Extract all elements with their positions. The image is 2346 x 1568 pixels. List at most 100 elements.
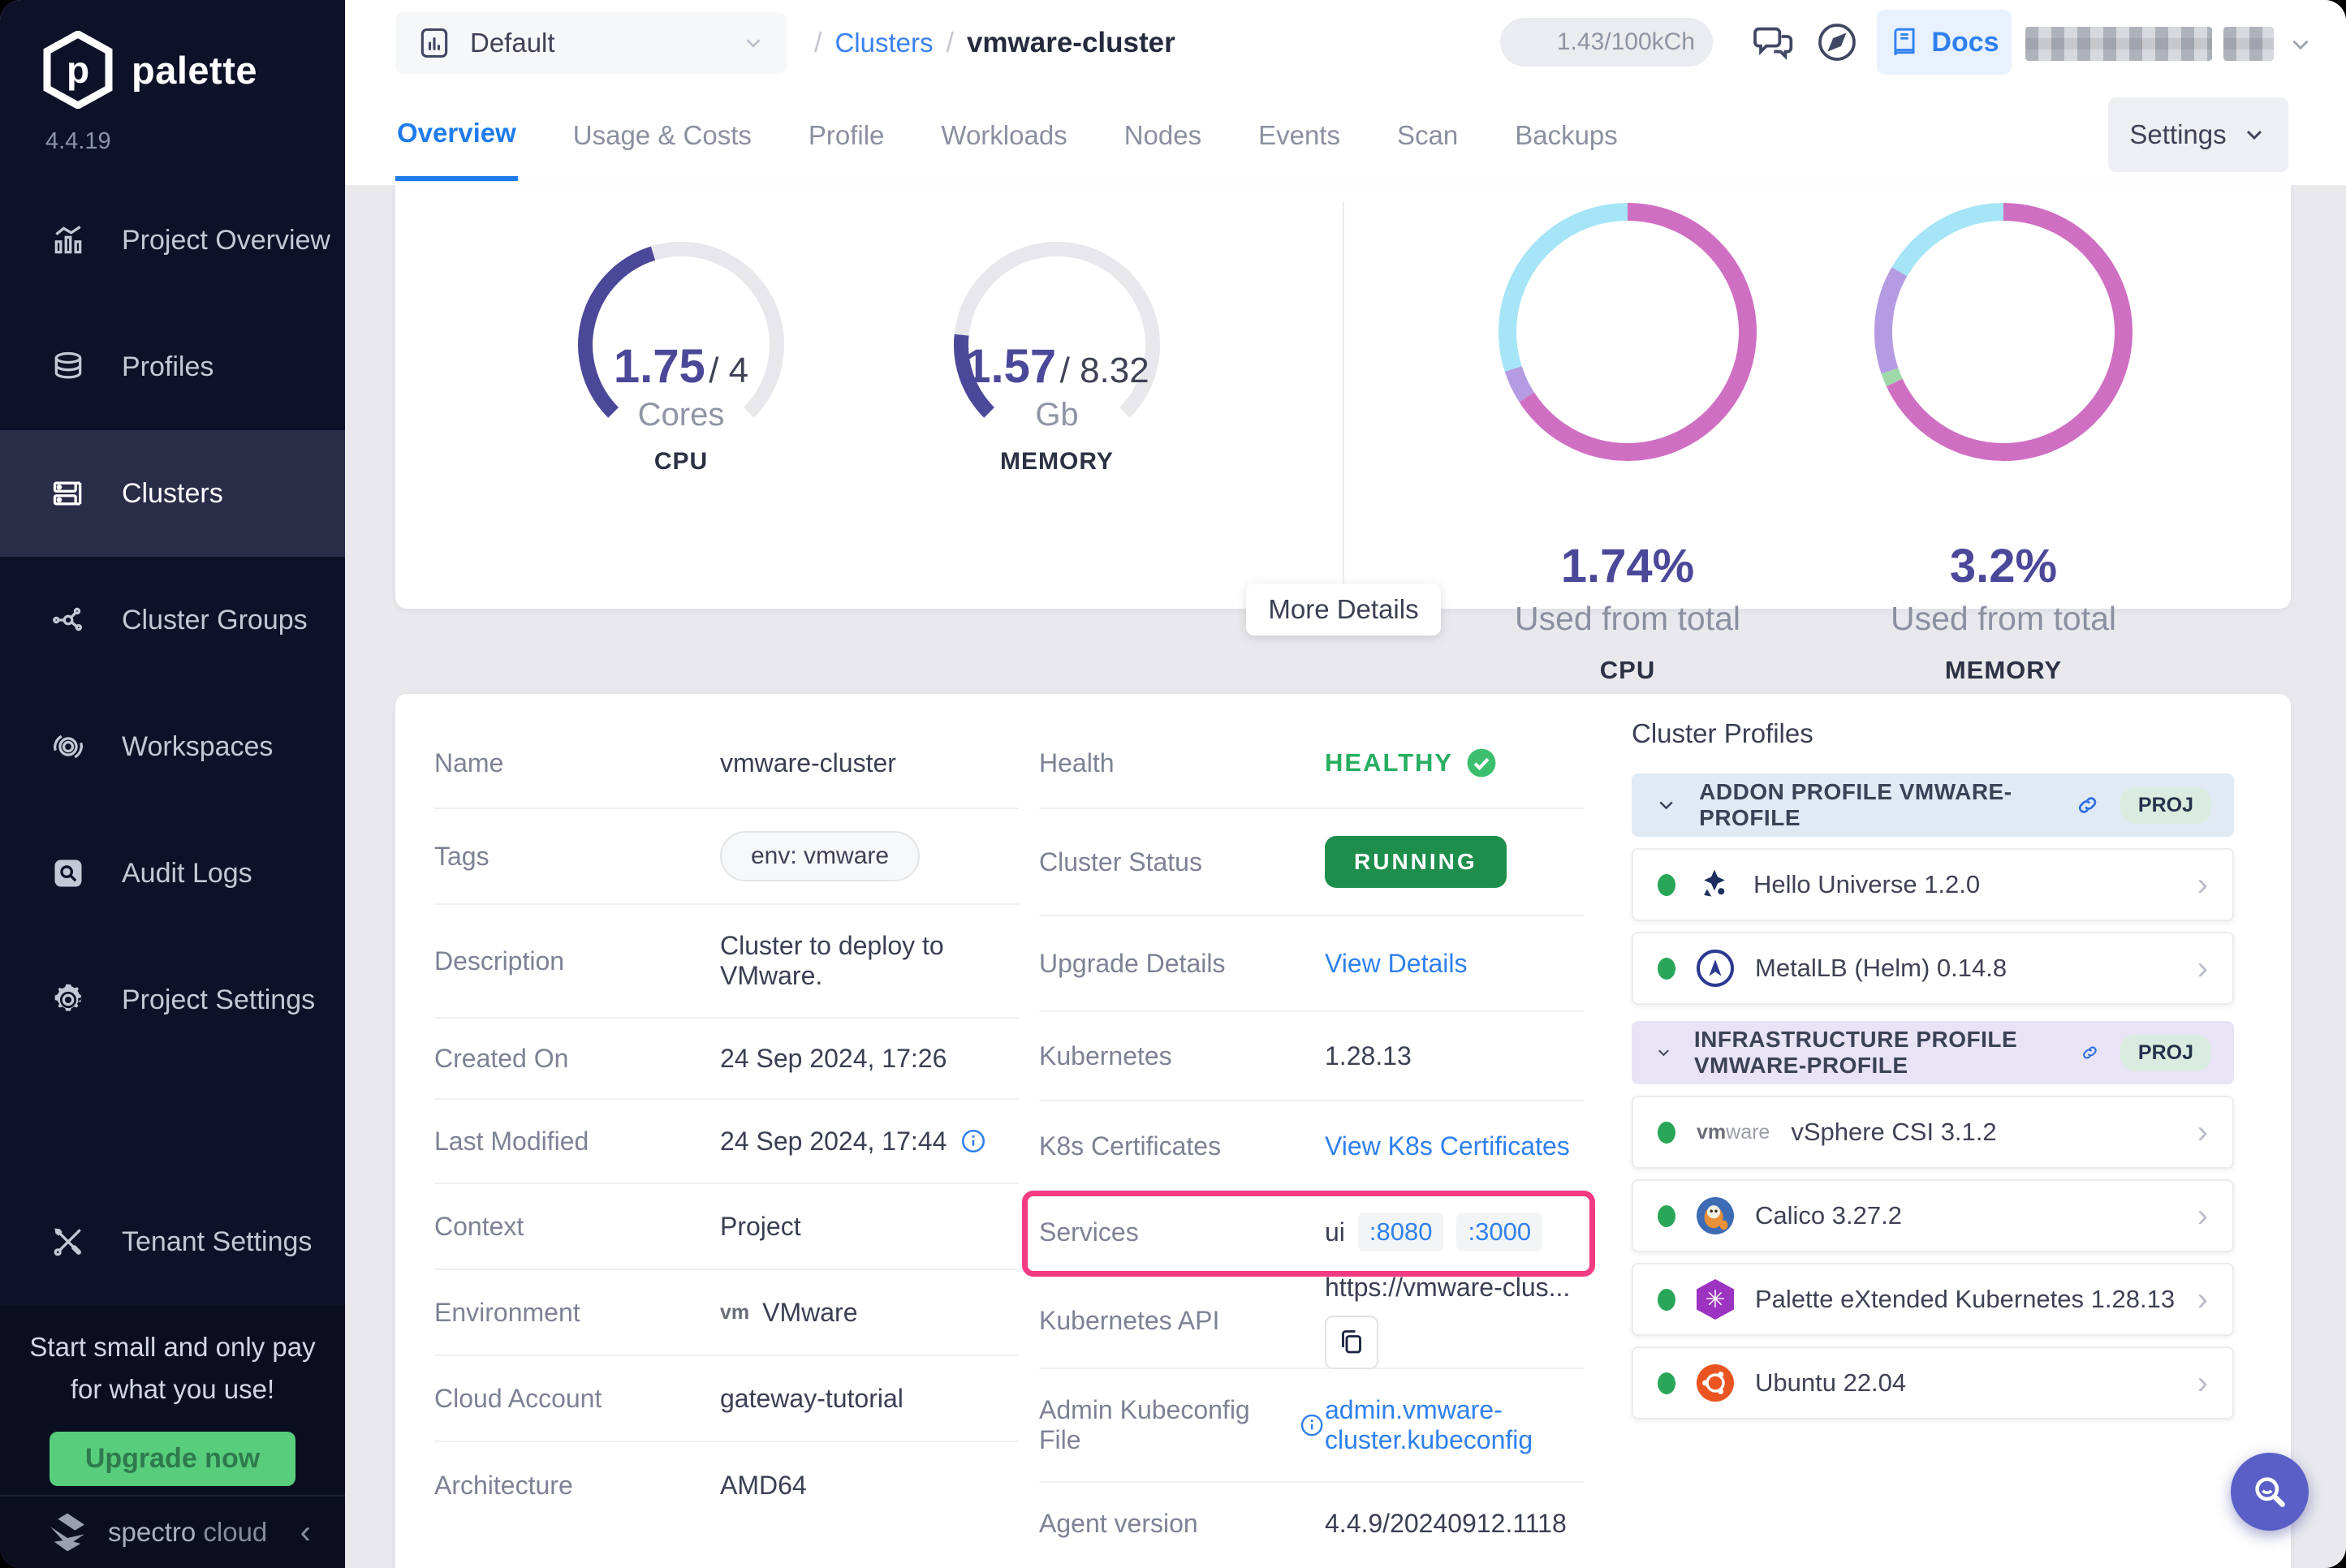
profile-layer-metallb[interactable]: MetalLB (Helm) 0.14.8 › bbox=[1632, 932, 2234, 1005]
sidebar-item-workspaces[interactable]: Workspaces bbox=[0, 683, 345, 810]
detail-row-admin-kubeconfig: Admin Kubeconfig File admin.vmware- clus… bbox=[1039, 1369, 1585, 1483]
upgrade-promo-panel: Start small and only pay for what you us… bbox=[0, 1305, 345, 1495]
info-icon[interactable] bbox=[1299, 1411, 1325, 1439]
tab-usage-costs[interactable]: Usage & Costs bbox=[572, 120, 752, 150]
tab-backups[interactable]: Backups bbox=[1515, 120, 1618, 150]
main-content: 1.75 / 4 Cores CPU 1.57 / 8.32 Gb MEMORY bbox=[345, 185, 2346, 1568]
topbar: Default / Clusters / vmware-cluster 1.43… bbox=[345, 0, 2346, 185]
usage-quota-pill: 1.43/100kCh bbox=[1500, 18, 1713, 67]
tab-workloads[interactable]: Workloads bbox=[941, 120, 1067, 150]
chevron-right-icon: › bbox=[2197, 1281, 2208, 1317]
docs-button[interactable]: Docs bbox=[1877, 10, 2012, 75]
project-selector[interactable]: Default bbox=[395, 12, 787, 74]
healthy-check-icon bbox=[1467, 748, 1496, 778]
sidebar-item-project-settings[interactable]: Project Settings bbox=[0, 937, 345, 1063]
tab-bar: Overview Usage & Costs Profile Workloads… bbox=[395, 86, 1619, 185]
info-icon[interactable] bbox=[960, 1127, 987, 1155]
sidebar-item-label: Workspaces bbox=[122, 730, 274, 762]
detail-row-name: Name vmware-cluster bbox=[434, 718, 1019, 809]
profile-layer-palette-kubernetes[interactable]: ✳ Palette eXtended Kubernetes 1.28.13 › bbox=[1632, 1263, 2234, 1336]
breadcrumb-clusters-link[interactable]: Clusters bbox=[834, 28, 934, 58]
memory-usage-donut-chart: 3.2% Used from total MEMORY bbox=[1865, 194, 2141, 684]
palette-pxk-logo: ✳ bbox=[1697, 1279, 1734, 1320]
profile-layer-vsphere-csi[interactable]: vmware vSphere CSI 3.1.2 › bbox=[1632, 1096, 2234, 1169]
view-details-link[interactable]: View Details bbox=[1325, 948, 1468, 978]
sidebar-item-project-overview[interactable]: Project Overview bbox=[0, 177, 345, 304]
proj-scope-badge: PROJ bbox=[2120, 786, 2211, 824]
calico-logo bbox=[1697, 1197, 1734, 1234]
copy-button[interactable] bbox=[1325, 1315, 1378, 1369]
cluster-profiles-panel: Cluster Profiles ADDON PROFILE VMWARE-PR… bbox=[1632, 718, 2234, 1430]
workspaces-icon bbox=[49, 727, 88, 766]
search-fab-button[interactable] bbox=[2231, 1453, 2309, 1531]
user-menu-chevron-icon[interactable] bbox=[2287, 31, 2314, 58]
detail-row-kubernetes-api: Kubernetes API https://vmware-clus... bbox=[1039, 1273, 1585, 1369]
chevron-down-icon bbox=[2246, 130, 2262, 140]
details-column: Name vmware-cluster Tags env: vmware Des… bbox=[434, 718, 1019, 1528]
service-port-link-8080[interactable]: :8080 bbox=[1357, 1213, 1444, 1251]
chevron-down-icon bbox=[1659, 801, 1673, 810]
service-port-link-3000[interactable]: :3000 bbox=[1456, 1213, 1543, 1251]
sidebar: p palette 4.4.19 Project Overview bbox=[0, 0, 345, 1568]
spectro-cloud-logo-icon bbox=[50, 1513, 84, 1552]
tab-events[interactable]: Events bbox=[1258, 120, 1340, 150]
sidebar-footer: spectro cloud ‹ bbox=[0, 1495, 345, 1568]
app-version: 4.4.19 bbox=[45, 128, 111, 154]
tab-nodes[interactable]: Nodes bbox=[1123, 120, 1202, 150]
profile-layer-ubuntu[interactable]: Ubuntu 22.04 › bbox=[1632, 1346, 2234, 1419]
detail-row-environment: Environment vm VMware bbox=[434, 1270, 1019, 1356]
sidebar-item-label: Cluster Groups bbox=[122, 604, 308, 635]
detail-row-k8s-certificates: K8s Certificates View K8s Certificates bbox=[1039, 1101, 1585, 1192]
infrastructure-profile-header[interactable]: INFRASTRUCTURE PROFILE VMWARE-PROFILE PR… bbox=[1632, 1021, 2234, 1084]
running-status-badge: RUNNING bbox=[1325, 836, 1507, 888]
layer-status-dot bbox=[1658, 1372, 1675, 1394]
project-overview-icon bbox=[49, 221, 88, 260]
sidebar-item-clusters[interactable]: Clusters bbox=[0, 430, 345, 557]
upgrade-now-button[interactable]: Upgrade now bbox=[49, 1432, 296, 1486]
app-title: palette bbox=[132, 48, 257, 92]
addon-profile-header[interactable]: ADDON PROFILE VMWARE-PROFILE PROJ bbox=[1632, 773, 2234, 837]
audit-logs-icon bbox=[49, 854, 88, 893]
link-icon bbox=[2078, 797, 2096, 813]
card-divider bbox=[1343, 201, 1344, 589]
user-name-redacted bbox=[2025, 27, 2212, 61]
sidebar-item-profiles[interactable]: Profiles bbox=[0, 304, 345, 430]
profile-layer-hello-universe[interactable]: Hello Universe 1.2.0 › bbox=[1632, 848, 2234, 921]
detail-row-last-modified: Last Modified 24 Sep 2024, 17:44 bbox=[434, 1100, 1019, 1184]
memory-gauge-labels: 1.57 / 8.32 Gb MEMORY bbox=[964, 340, 1149, 475]
kubeconfig-download-link[interactable]: admin.vmware- cluster.kubeconfig bbox=[1325, 1395, 1533, 1454]
view-k8s-certificates-link[interactable]: View K8s Certificates bbox=[1325, 1131, 1570, 1161]
detail-row-context: Context Project bbox=[434, 1184, 1019, 1270]
sidebar-collapse-icon[interactable]: ‹ bbox=[300, 1514, 311, 1550]
sidebar-item-label: Tenant Settings bbox=[122, 1226, 313, 1257]
cluster-details-card: Name vmware-cluster Tags env: vmware Des… bbox=[395, 694, 2291, 1568]
compass-icon[interactable] bbox=[1814, 19, 1860, 65]
chevron-right-icon: › bbox=[2197, 950, 2208, 986]
tab-overview[interactable]: Overview bbox=[395, 90, 518, 181]
chevron-down-icon bbox=[1658, 1049, 1669, 1057]
layer-status-dot bbox=[1658, 957, 1675, 980]
sidebar-item-tenant-settings[interactable]: Tenant Settings bbox=[0, 1181, 345, 1303]
project-icon bbox=[420, 28, 448, 58]
detail-row-architecture: Architecture AMD64 bbox=[434, 1470, 807, 1500]
cpu-usage-donut-chart: 1.74% Used from total CPU bbox=[1490, 194, 1766, 684]
settings-button[interactable]: Settings bbox=[2108, 97, 2288, 172]
chevron-right-icon: › bbox=[2197, 1364, 2208, 1401]
chat-icon[interactable] bbox=[1749, 19, 1795, 65]
more-details-button[interactable]: More Details bbox=[1246, 584, 1441, 635]
profile-layer-calico[interactable]: Calico 3.27.2 › bbox=[1632, 1179, 2234, 1252]
cluster-groups-icon bbox=[49, 601, 88, 640]
detail-row-kubernetes: Kubernetes 1.28.13 bbox=[1039, 1012, 1585, 1101]
tab-scan[interactable]: Scan bbox=[1396, 120, 1459, 150]
sidebar-item-cluster-groups[interactable]: Cluster Groups bbox=[0, 557, 345, 683]
project-selector-value: Default bbox=[470, 28, 555, 58]
sidebar-item-audit-logs[interactable]: Audit Logs bbox=[0, 810, 345, 937]
tenant-settings-icon bbox=[49, 1222, 88, 1261]
chevron-right-icon: › bbox=[2197, 1114, 2208, 1150]
link-icon bbox=[2083, 1046, 2097, 1059]
promo-text: Start small and only pay for what you us… bbox=[29, 1332, 316, 1404]
search-icon bbox=[2255, 1477, 2285, 1507]
detail-row-upgrade-details: Upgrade Details View Details bbox=[1039, 916, 1585, 1012]
sidebar-item-label: Clusters bbox=[122, 477, 223, 509]
tab-profile[interactable]: Profile bbox=[808, 120, 885, 150]
